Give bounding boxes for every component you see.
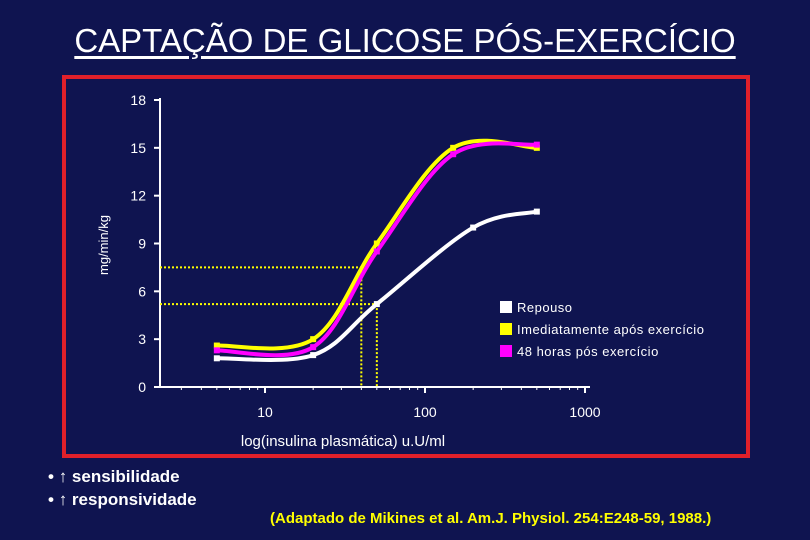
data-point [213, 342, 220, 349]
legend-marker [500, 301, 512, 313]
bullet-text: responsividade [71, 490, 197, 509]
bullet-text: sensibilidade [71, 467, 180, 486]
x-tick-label: 10 [257, 404, 273, 420]
citation: (Adaptado de Mikines et al. Am.J. Physio… [270, 510, 712, 527]
data-point [373, 240, 380, 247]
data-point [470, 224, 477, 231]
data-point [533, 208, 540, 215]
data-point [310, 336, 317, 343]
data-point [450, 144, 457, 151]
legend-label: 48 horas pós exercício [517, 344, 659, 359]
y-tick-label: 9 [138, 236, 146, 252]
x-tick-label: 100 [413, 404, 437, 420]
legend-label: Repouso [517, 300, 573, 315]
x-axis-label: log(insulina plasmática) u.U/ml [241, 433, 445, 450]
up-arrow-icon: ↑ [58, 467, 68, 486]
y-tick-label: 3 [138, 331, 146, 347]
y-tick-label: 6 [138, 283, 146, 299]
bullet-list: • ↑ sensibilidade • ↑ responsividade [48, 465, 197, 511]
legend-marker [500, 323, 512, 335]
data-point [533, 141, 540, 148]
y-axis-label: mg/min/kg [96, 215, 111, 275]
chart-frame [62, 75, 750, 458]
y-tick-label: 0 [138, 379, 146, 395]
legend-label: Imediatamente após exercício [517, 322, 704, 337]
data-point [533, 144, 540, 151]
data-point [310, 352, 317, 359]
bullet-item: • ↑ sensibilidade [48, 467, 180, 486]
data-point [310, 344, 317, 351]
x-tick-label: 1000 [569, 404, 600, 420]
data-point [213, 347, 220, 354]
y-tick-label: 15 [130, 140, 146, 156]
data-point [373, 301, 380, 308]
data-point [213, 355, 220, 362]
data-point [450, 151, 457, 158]
data-point [373, 248, 380, 255]
legend-marker [500, 345, 512, 357]
bullet-item: • ↑ responsividade [48, 490, 197, 509]
up-arrow-icon: ↑ [58, 490, 68, 509]
y-tick-label: 18 [130, 92, 146, 108]
y-tick-label: 12 [130, 188, 146, 204]
page-title: CAPTAÇÃO DE GLICOSE PÓS-EXERCÍCIO [74, 22, 736, 59]
